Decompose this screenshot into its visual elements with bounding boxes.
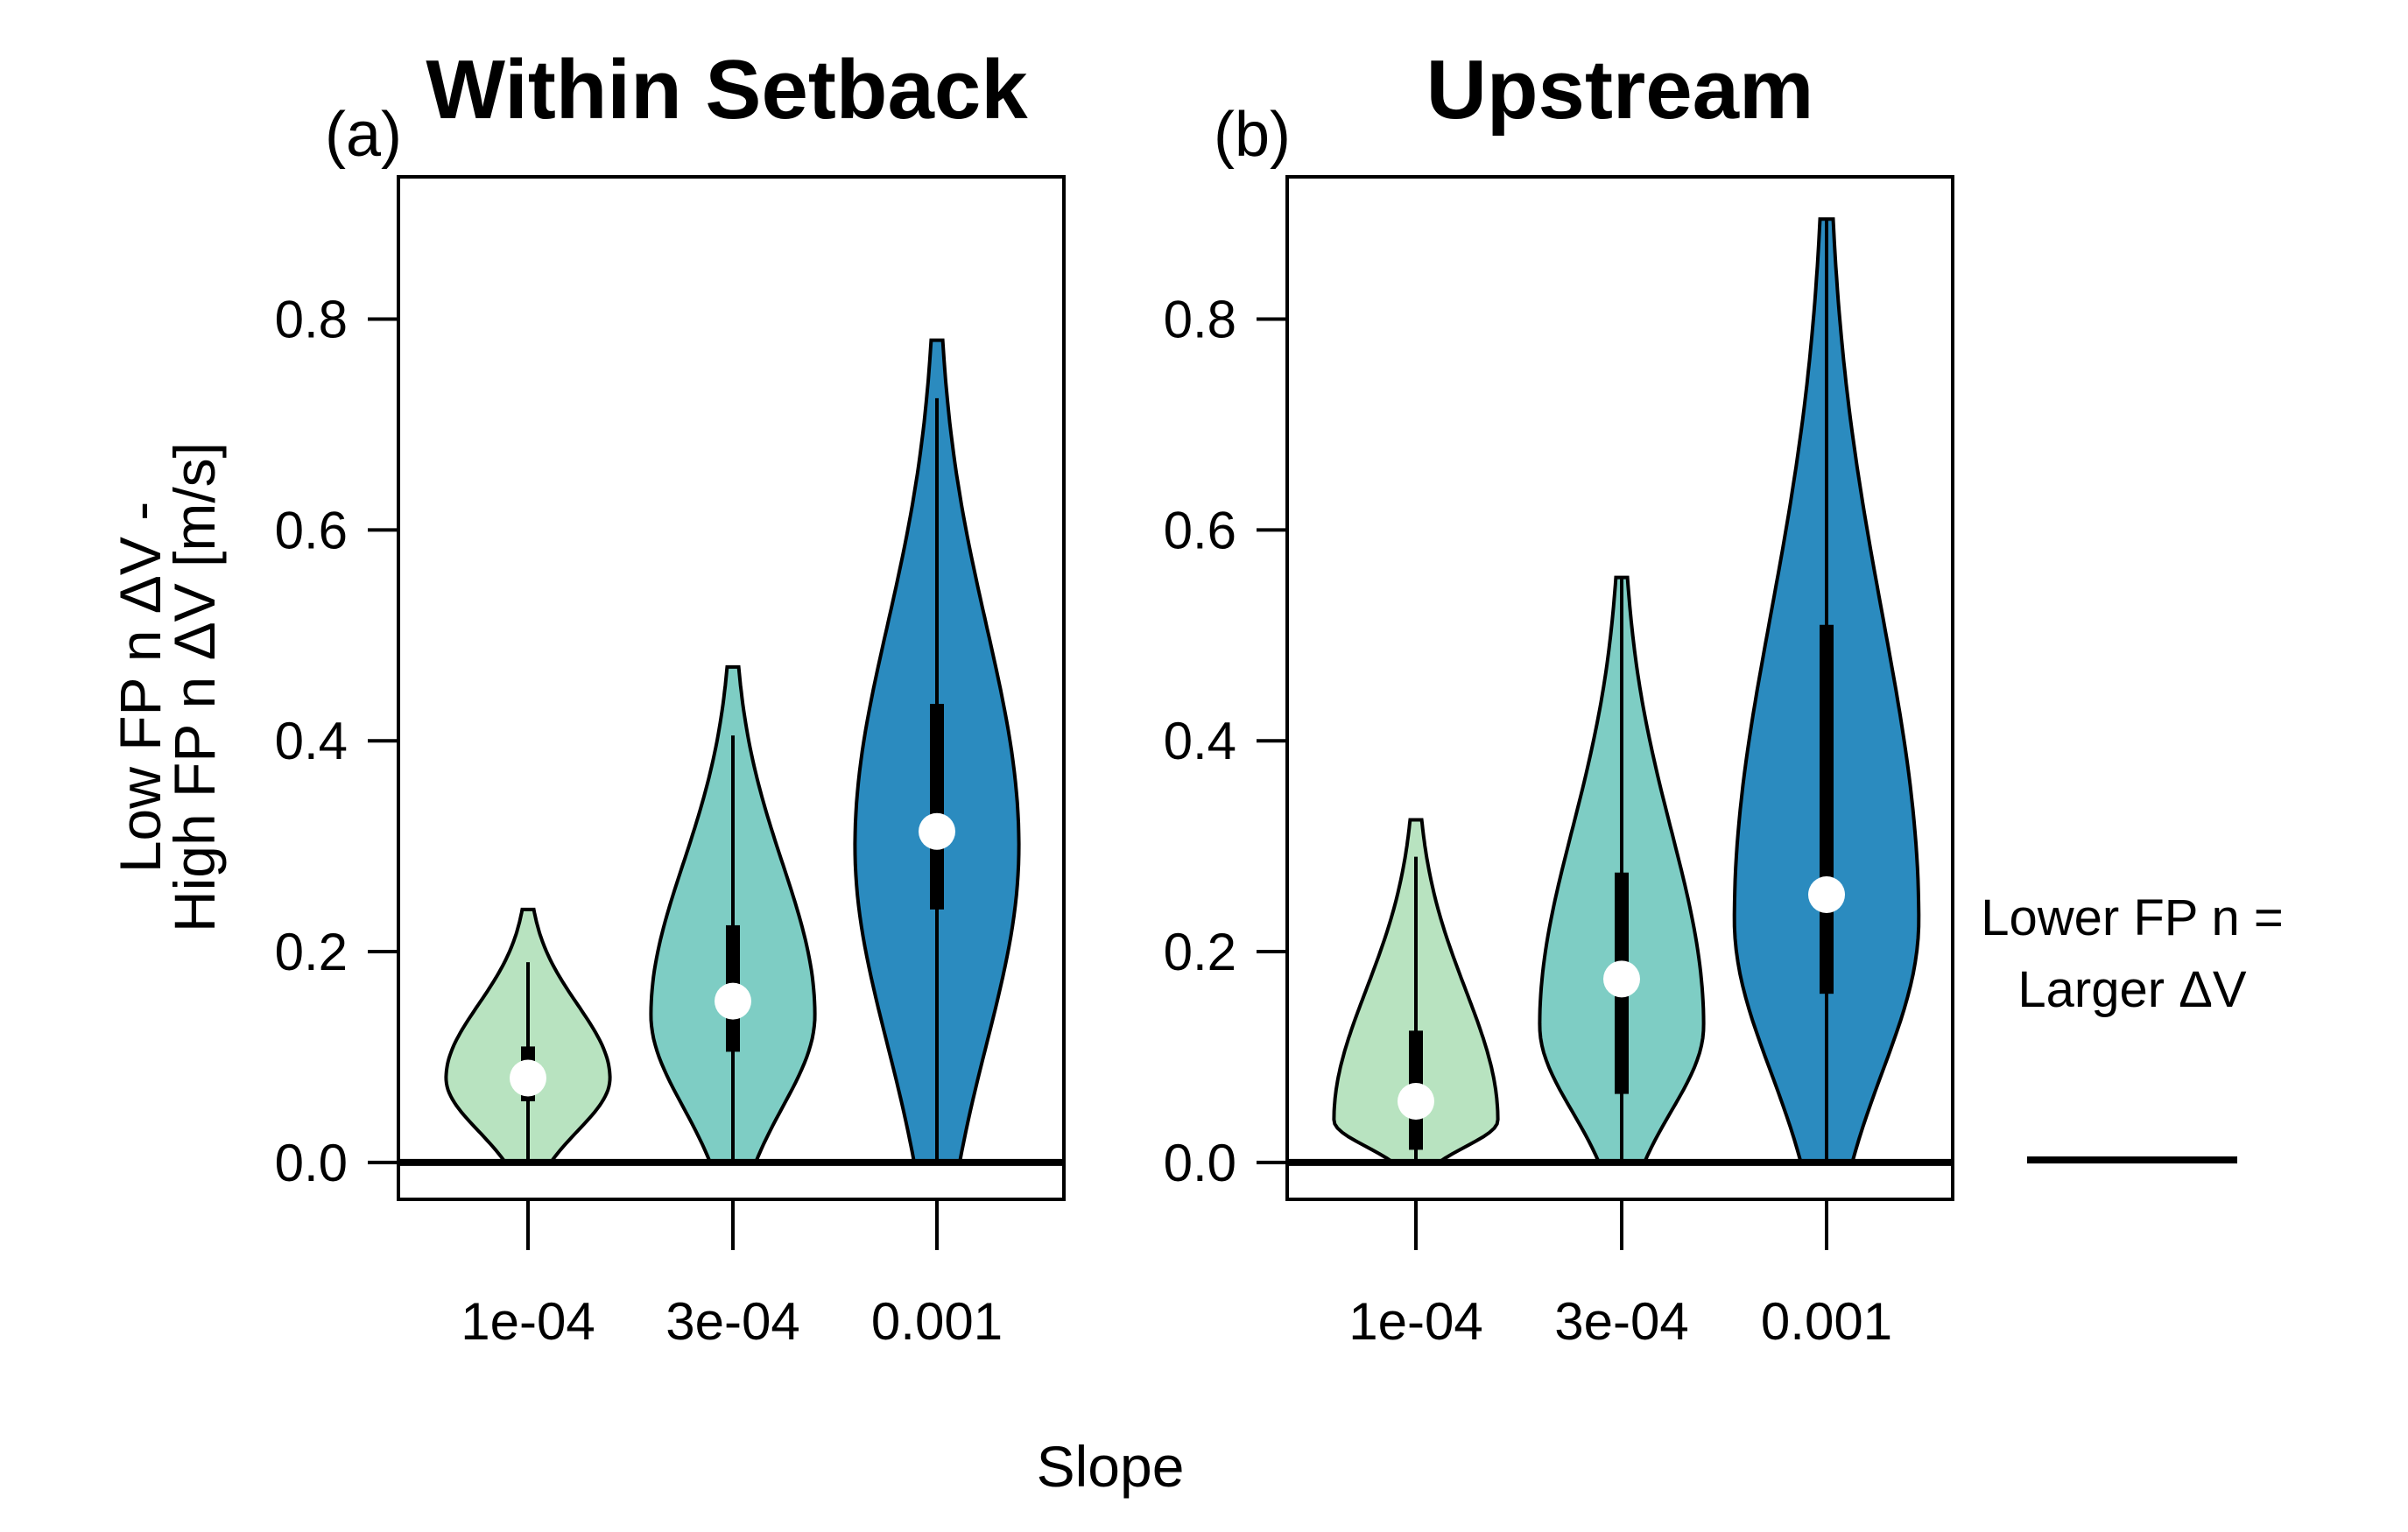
x-tick-label: 3e-04 xyxy=(665,1292,799,1351)
x-axis: 1e-04 3e-04 0.001 xyxy=(461,1199,1003,1351)
x-tick-label: 3e-04 xyxy=(1554,1292,1688,1351)
y-axis-title: Low FP n ΔV - High FP n ΔV [m/s] xyxy=(108,442,227,932)
violins xyxy=(1287,217,1953,1166)
y-tick-label: 0.8 xyxy=(1164,291,1236,349)
y-tick-label: 0.0 xyxy=(1164,1134,1236,1192)
x-tick-label: 1e-04 xyxy=(1348,1292,1482,1351)
y-tick-label: 0.6 xyxy=(275,501,348,559)
annotation-line2: Larger ΔV xyxy=(2017,961,2247,1018)
violin-median-dot xyxy=(919,812,955,850)
x-axis: 1e-04 3e-04 0.001 xyxy=(1348,1199,1892,1351)
annotation-line1: Lower FP n = xyxy=(1981,889,2284,946)
violin-iqr-box xyxy=(1820,624,1834,994)
y-tick-label: 0.8 xyxy=(275,291,348,349)
panel-title: Upstream xyxy=(1426,43,1814,137)
x-tick-label: 1e-04 xyxy=(461,1292,595,1351)
violin-median-dot xyxy=(1398,1083,1434,1121)
y-tick-label: 0.2 xyxy=(275,923,348,981)
x-tick-label: 0.001 xyxy=(871,1292,1003,1351)
y-tick-label: 0.6 xyxy=(1164,501,1236,559)
violin-median-dot xyxy=(1603,960,1640,998)
x-tick-label: 0.001 xyxy=(1761,1292,1892,1351)
violin-median-dot xyxy=(715,982,751,1020)
violin-median-dot xyxy=(1808,876,1845,914)
y-axis: 0.0 0.2 0.4 0.6 0.8 xyxy=(1164,291,1287,1192)
y-axis: 0.0 0.2 0.4 0.6 0.8 xyxy=(275,291,398,1192)
y-tick-label: 0.4 xyxy=(1164,712,1236,770)
violins xyxy=(398,338,1064,1166)
panel-label: (b) xyxy=(1214,100,1291,170)
violin-iqr-box xyxy=(930,704,944,910)
y-tick-label: 0.0 xyxy=(275,1134,348,1192)
y-axis-title-line1: Low FP n ΔV - xyxy=(108,502,173,873)
y-tick-label: 0.2 xyxy=(1164,923,1236,981)
panel-label: (a) xyxy=(325,100,402,170)
y-axis-title-line2: High FP n ΔV [m/s] xyxy=(162,442,227,932)
y-tick-label: 0.4 xyxy=(275,712,348,770)
violin-median-dot xyxy=(510,1059,546,1097)
annotation: Lower FP n = Larger ΔV xyxy=(1981,889,2284,1163)
panel-upstream: Upstream (b) 0.0 0.2 0.4 0.6 0.8 1e-04 3e-04… xyxy=(1164,43,1954,1351)
panel-within-setback: Within Setback (a) 0.0 0.2 0.4 0.6 0.8 1e-04… xyxy=(275,43,1066,1351)
x-axis-title: Slope xyxy=(1037,1434,1185,1499)
panel-title: Within Setback xyxy=(426,43,1028,137)
